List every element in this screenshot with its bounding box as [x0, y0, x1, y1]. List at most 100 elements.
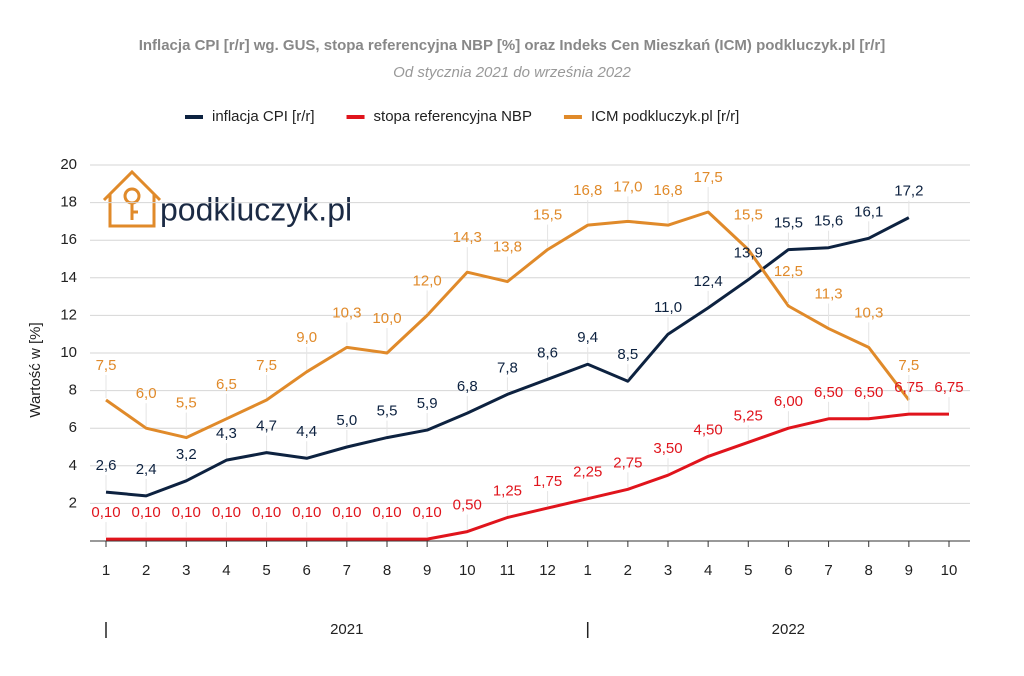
x-tick-label: 10 [459, 562, 476, 579]
data-label: 8,6 [537, 344, 558, 361]
data-label: 6,0 [136, 385, 157, 402]
data-label: 0,10 [212, 504, 241, 521]
data-label: 16,8 [573, 182, 602, 199]
year-label: 2022 [772, 621, 805, 638]
data-label: 9,4 [577, 329, 598, 346]
data-label: 7,5 [898, 357, 919, 374]
y-tick-label: 4 [69, 457, 77, 474]
data-label: 5,0 [336, 412, 357, 429]
data-label: 6,5 [216, 376, 237, 393]
x-tick-label: 9 [423, 562, 431, 579]
logo-key-stem [130, 203, 138, 220]
x-tick-label: 12 [539, 562, 556, 579]
data-label: 5,5 [377, 403, 398, 420]
data-label: 7,5 [96, 357, 117, 374]
data-label: 4,4 [296, 423, 317, 440]
data-label: 5,25 [734, 407, 763, 424]
data-label: 12,0 [413, 272, 442, 289]
data-label: 4,7 [256, 418, 277, 435]
legend-label: ICM podkluczyk.pl [r/r] [591, 108, 739, 125]
data-label: 12,4 [694, 273, 723, 290]
data-label: 17,2 [894, 183, 923, 200]
data-label: 6,50 [814, 384, 843, 401]
data-label: 12,5 [774, 263, 803, 280]
legend-label: inflacja CPI [r/r] [212, 108, 315, 125]
data-label: 16,1 [854, 203, 883, 220]
data-label: 3,2 [176, 446, 197, 463]
data-label: 17,5 [694, 169, 723, 186]
watermark: podkluczyk.pl [160, 191, 352, 227]
x-tick-label: 2 [142, 562, 150, 579]
data-label: 6,50 [854, 384, 883, 401]
data-label: 0,10 [332, 504, 361, 521]
data-label: 0,10 [132, 504, 161, 521]
logo [102, 169, 162, 228]
series-line [105, 216, 910, 498]
series-line [105, 210, 911, 440]
data-label: 1,75 [533, 473, 562, 490]
chart-subtitle: Od stycznia 2021 do września 2022 [393, 64, 631, 81]
data-label: 13,8 [493, 239, 522, 256]
y-tick-label: 6 [69, 419, 77, 436]
y-tick-label: 8 [69, 382, 77, 399]
y-tick-label: 12 [60, 306, 77, 323]
x-tick-label: 6 [784, 562, 792, 579]
data-label: 0,10 [252, 504, 281, 521]
data-label: 4,50 [694, 421, 723, 438]
series-line [106, 412, 949, 541]
data-label: 2,25 [573, 464, 602, 481]
data-label: 7,5 [256, 357, 277, 374]
data-label: 0,10 [292, 504, 321, 521]
x-tick-label: 3 [182, 562, 190, 579]
x-tick-label: 1 [584, 562, 592, 579]
data-label: 6,8 [457, 378, 478, 395]
data-label: 5,5 [176, 395, 197, 412]
x-tick-label: 7 [343, 562, 351, 579]
data-label: 4,3 [216, 425, 237, 442]
x-tick-label: 3 [664, 562, 672, 579]
y-tick-label: 2 [69, 494, 77, 511]
legend-label: stopa referencyjna NBP [374, 108, 532, 125]
data-label: 2,75 [613, 454, 642, 471]
data-label: 16,8 [653, 182, 682, 199]
x-tick-label: 5 [744, 562, 752, 579]
x-tick-label: 8 [865, 562, 873, 579]
data-label: 2,4 [136, 461, 157, 478]
x-tick-label: 1 [102, 562, 110, 579]
data-label: 0,10 [172, 504, 201, 521]
logo-house [102, 169, 162, 228]
x-tick-label: 5 [262, 562, 270, 579]
data-label: 0,10 [372, 504, 401, 521]
data-label: 11,3 [815, 286, 843, 303]
y-tick-label: 14 [60, 269, 77, 286]
x-tick-label: 7 [824, 562, 832, 579]
x-tick-label: 9 [905, 562, 913, 579]
data-label: 6,75 [934, 379, 963, 396]
x-tick-label: 10 [941, 562, 958, 579]
x-tick-label: 8 [383, 562, 391, 579]
y-axis-label: Wartość w [%] [27, 322, 44, 417]
data-label: 3,50 [653, 440, 682, 457]
data-label: 15,5 [734, 207, 763, 224]
logo-key [123, 187, 141, 205]
data-label: 2,6 [96, 457, 117, 474]
x-tick-label: 2 [624, 562, 632, 579]
y-tick-label: 10 [60, 344, 77, 361]
x-tick-label: 11 [500, 562, 516, 579]
data-label: 11,0 [654, 299, 682, 316]
data-label: 15,5 [533, 207, 562, 224]
chart-title: Inflacja CPI [r/r] wg. GUS, stopa refere… [139, 37, 886, 54]
data-label: 10,0 [372, 310, 401, 327]
data-label: 9,0 [296, 329, 317, 346]
data-label: 15,5 [774, 215, 803, 232]
data-label: 17,0 [613, 178, 642, 195]
x-tick-label: 4 [704, 562, 712, 579]
y-tick-label: 20 [60, 156, 77, 173]
data-label: 7,8 [497, 359, 518, 376]
y-tick-label: 16 [60, 231, 77, 248]
x-tick-label: 6 [303, 562, 311, 579]
data-label: 10,3 [332, 304, 361, 321]
data-label: 10,3 [854, 304, 883, 321]
y-tick-label: 18 [60, 194, 77, 211]
